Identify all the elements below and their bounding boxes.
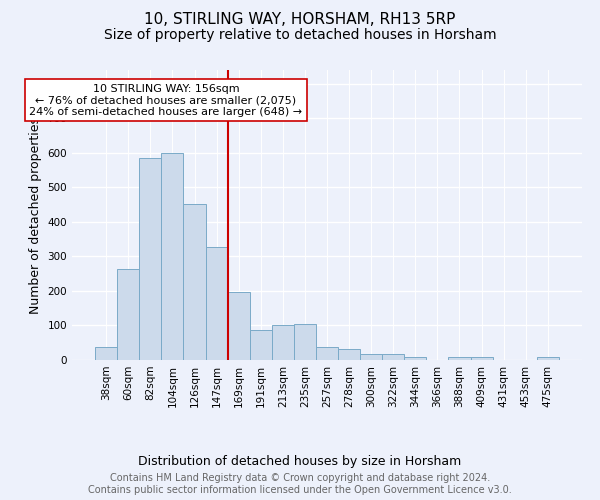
Text: Size of property relative to detached houses in Horsham: Size of property relative to detached ho… <box>104 28 496 42</box>
Text: 10 STIRLING WAY: 156sqm
← 76% of detached houses are smaller (2,075)
24% of semi: 10 STIRLING WAY: 156sqm ← 76% of detache… <box>29 84 302 117</box>
Bar <box>250 330 272 360</box>
Text: Distribution of detached houses by size in Horsham: Distribution of detached houses by size … <box>139 455 461 468</box>
Text: Contains HM Land Registry data © Crown copyright and database right 2024.
Contai: Contains HM Land Registry data © Crown c… <box>88 474 512 495</box>
Bar <box>161 153 184 360</box>
Bar <box>448 357 470 360</box>
Bar <box>117 268 139 360</box>
Bar <box>316 347 338 360</box>
Bar <box>470 356 493 360</box>
Bar <box>338 349 360 360</box>
Bar <box>272 326 294 360</box>
Bar <box>95 347 117 360</box>
Bar <box>206 247 227 360</box>
Bar <box>184 204 206 360</box>
Y-axis label: Number of detached properties: Number of detached properties <box>29 116 42 314</box>
Bar <box>537 357 559 360</box>
Bar <box>382 354 404 360</box>
Bar <box>227 292 250 360</box>
Bar <box>360 354 382 360</box>
Bar <box>139 158 161 360</box>
Text: 10, STIRLING WAY, HORSHAM, RH13 5RP: 10, STIRLING WAY, HORSHAM, RH13 5RP <box>145 12 455 28</box>
Bar <box>294 324 316 360</box>
Bar <box>404 356 427 360</box>
